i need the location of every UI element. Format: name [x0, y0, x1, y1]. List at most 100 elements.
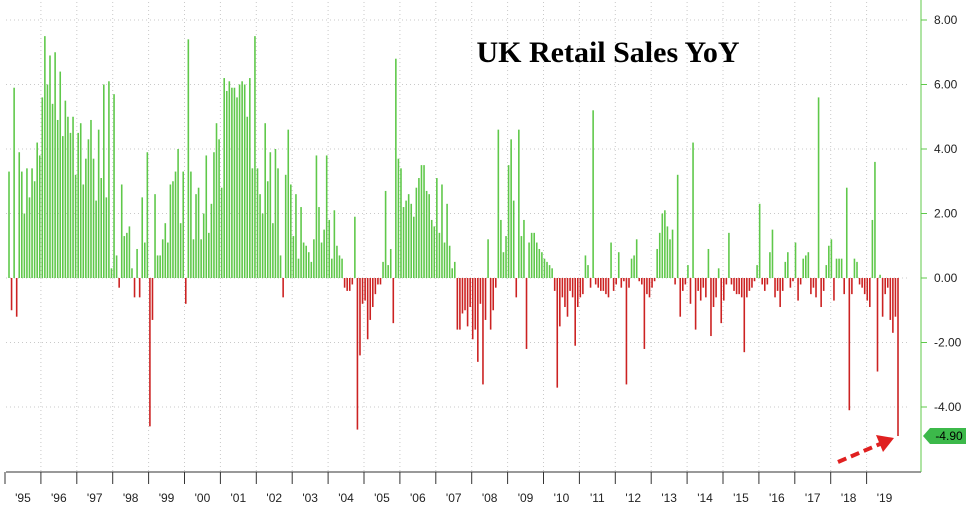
bar — [38, 155, 41, 278]
x-tick-label: '14 — [697, 491, 713, 505]
bar — [461, 278, 464, 314]
bar — [735, 278, 738, 295]
bar — [471, 278, 474, 340]
bar — [848, 278, 851, 411]
bar — [228, 81, 231, 278]
bar — [717, 268, 720, 278]
bar — [343, 278, 346, 288]
bar — [13, 87, 15, 278]
bar — [423, 165, 425, 279]
bar — [290, 184, 292, 278]
bar — [620, 278, 623, 288]
bar — [92, 158, 95, 278]
bar — [612, 278, 615, 291]
bar — [336, 245, 338, 278]
bar — [802, 258, 804, 278]
bar — [551, 268, 553, 278]
bar — [407, 194, 410, 278]
bar — [33, 181, 36, 278]
bar — [164, 223, 167, 278]
bar — [597, 278, 600, 288]
bar — [702, 278, 705, 288]
bar — [766, 278, 769, 285]
bar — [313, 239, 315, 278]
bar — [863, 278, 866, 295]
bar — [169, 184, 172, 278]
bar — [879, 274, 881, 278]
bar — [161, 239, 164, 278]
bar — [156, 255, 159, 278]
bar — [441, 184, 443, 278]
bars — [8, 36, 899, 437]
bar — [582, 278, 584, 295]
bar — [21, 171, 23, 278]
bar — [538, 248, 541, 278]
bar — [279, 255, 282, 278]
bar — [149, 278, 151, 427]
bar — [512, 200, 515, 278]
bar — [67, 116, 69, 278]
bar — [241, 81, 243, 278]
bar — [477, 278, 479, 362]
bar — [105, 197, 108, 279]
bar — [410, 203, 413, 278]
bar — [72, 116, 74, 278]
bar — [697, 278, 699, 291]
bar — [231, 87, 233, 278]
bar — [364, 278, 366, 301]
bar — [225, 90, 228, 278]
bar — [838, 258, 840, 278]
bar — [648, 278, 651, 298]
bar — [799, 278, 802, 285]
y-tick-label: 0.00 — [934, 271, 958, 285]
bar — [656, 248, 658, 278]
bar — [302, 242, 305, 278]
bar — [274, 149, 277, 278]
bar — [784, 261, 787, 279]
bar — [213, 152, 215, 278]
bar — [8, 171, 10, 278]
bar — [328, 219, 331, 278]
bar — [192, 239, 195, 278]
bar — [77, 132, 79, 279]
bar — [238, 84, 241, 278]
x-tick-label: '15 — [733, 491, 749, 505]
bar — [633, 255, 635, 278]
bar — [90, 119, 92, 278]
bar — [51, 103, 54, 278]
bar — [54, 52, 56, 278]
bar — [733, 278, 735, 291]
bar — [664, 210, 666, 278]
bar — [815, 278, 817, 298]
bar — [892, 278, 894, 333]
bar — [871, 219, 874, 278]
bar — [26, 168, 28, 278]
bar — [15, 278, 18, 317]
bar — [346, 278, 348, 291]
bar — [574, 278, 576, 346]
bar — [295, 194, 297, 278]
bar — [218, 139, 220, 278]
bar — [858, 278, 861, 285]
bar — [146, 152, 149, 278]
bar — [684, 278, 687, 285]
bar — [138, 278, 141, 298]
bar — [792, 278, 794, 282]
bar — [453, 261, 456, 279]
bar — [669, 239, 671, 278]
bar — [126, 232, 128, 278]
bar — [720, 278, 723, 324]
bar — [249, 78, 251, 278]
x-tick-label: '96 — [51, 491, 67, 505]
bar — [128, 226, 131, 278]
bar — [44, 36, 46, 279]
bar — [79, 123, 82, 278]
bar — [282, 278, 284, 298]
bar — [635, 239, 638, 278]
bar — [761, 278, 764, 285]
bar — [812, 278, 815, 288]
bar — [856, 261, 858, 279]
bar — [722, 278, 725, 301]
chart-title: UK Retail Sales YoY — [476, 36, 739, 69]
bar — [200, 239, 202, 278]
